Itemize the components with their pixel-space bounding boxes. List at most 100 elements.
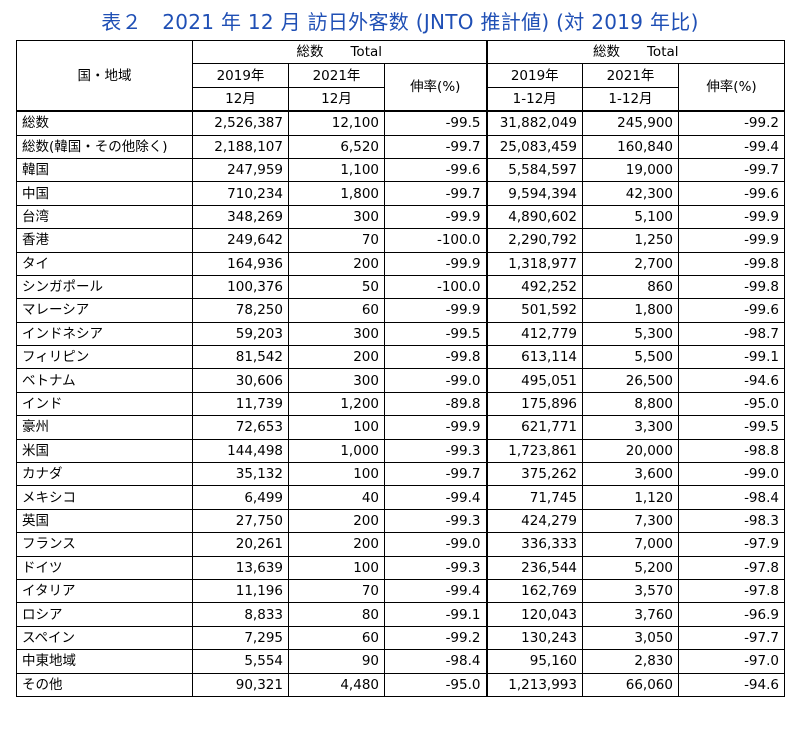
year-2021-cell: 2,700 — [582, 251, 679, 276]
region-name-cell: シンガポール — [16, 274, 193, 300]
region-name-cell: ドイツ — [16, 555, 193, 580]
year-2021-cell: 3,600 — [582, 462, 679, 487]
dec-2021-cell: 60 — [288, 298, 385, 323]
dec-growth-cell: -99.7 — [384, 181, 487, 206]
year-2019-cell: 130,243 — [485, 625, 583, 651]
table-row: ベトナム 30,606 300 -99.0 495,051 26,500 -94.6 — [16, 368, 785, 393]
region-name-cell: タイ — [16, 251, 193, 276]
dec-growth-cell: -99.5 — [384, 110, 487, 136]
dec-2019-cell: 81,542 — [192, 345, 289, 370]
annual-2019-header: 2019年 — [485, 63, 583, 88]
year-2021-cell: 2,830 — [582, 649, 679, 674]
region-name-cell: マレーシア — [16, 298, 193, 323]
year-2019-cell: 175,896 — [485, 391, 583, 417]
dec-2021-cell: 200 — [288, 251, 385, 276]
dec-growth-cell: -95.0 — [384, 672, 487, 697]
range-2019-label: 1-12月 — [485, 86, 583, 112]
region-name-cell: 香港 — [16, 228, 193, 253]
dec-2019-cell: 20,261 — [192, 532, 289, 557]
year-2019-cell: 492,252 — [485, 274, 583, 300]
dec-2019-cell: 247,959 — [192, 157, 289, 183]
table-row: 中東地域 5,554 90 -98.4 95,160 2,830 -97.0 — [16, 649, 785, 674]
table-row: フィリピン 81,542 200 -99.8 613,114 5,500 -99.1 — [16, 345, 785, 370]
year-growth-cell: -99.8 — [678, 274, 785, 300]
table-row: メキシコ 6,499 40 -99.4 71,745 1,120 -98.4 — [16, 485, 785, 510]
year-growth-cell: -94.6 — [678, 368, 785, 393]
dec-growth-cell: -99.3 — [384, 555, 487, 580]
dec-growth-cell: -99.9 — [384, 415, 487, 440]
dec-2019-cell: 710,234 — [192, 181, 289, 206]
dec-2021-cell: 70 — [288, 228, 385, 253]
monthly-2021-header: 2021年 — [288, 63, 385, 88]
year-2021-cell: 3,760 — [582, 602, 679, 627]
dec-growth-cell: -99.4 — [384, 485, 487, 510]
table-title: 表２ 2021 年 12 月 訪日外客数 (JNTO 推計値) (対 2019 … — [101, 10, 699, 34]
year-growth-cell: -97.0 — [678, 649, 785, 674]
year-growth-cell: -99.8 — [678, 251, 785, 276]
year-2021-cell: 5,100 — [582, 204, 679, 230]
dec-growth-cell: -100.0 — [384, 228, 487, 253]
dec-growth-cell: -99.9 — [384, 204, 487, 230]
year-growth-cell: -98.7 — [678, 321, 785, 347]
year-growth-cell: -98.4 — [678, 485, 785, 510]
table-row: 香港 249,642 70 -100.0 2,290,792 1,250 -99.9 — [16, 228, 785, 253]
year-2019-cell: 31,882,049 — [485, 110, 583, 136]
year-2019-cell: 1,213,993 — [485, 672, 583, 697]
year-2019-cell: 336,333 — [485, 532, 583, 557]
dec-2021-cell: 70 — [288, 578, 385, 604]
annual-total-header: 総数 Total — [485, 39, 785, 65]
dec-2021-cell: 200 — [288, 532, 385, 557]
dec-growth-cell: -99.5 — [384, 321, 487, 347]
year-2021-cell: 1,800 — [582, 298, 679, 323]
region-name-cell: 中国 — [16, 181, 193, 206]
dec-growth-cell: -99.7 — [384, 462, 487, 487]
dec-2019-cell: 8,833 — [192, 602, 289, 627]
dec-2021-cell: 40 — [288, 485, 385, 510]
year-2019-cell: 1,318,977 — [485, 251, 583, 276]
year-growth-cell: -99.6 — [678, 181, 785, 206]
dec-growth-cell: -99.3 — [384, 508, 487, 534]
region-name-cell: ロシア — [16, 602, 193, 627]
table-row: ドイツ 13,639 100 -99.3 236,544 5,200 -97.8 — [16, 555, 785, 580]
dec-2021-cell: 300 — [288, 204, 385, 230]
dec-2021-cell: 60 — [288, 625, 385, 651]
dec-2019-cell: 7,295 — [192, 625, 289, 651]
dec-growth-cell: -99.4 — [384, 578, 487, 604]
table-row: イタリア 11,196 70 -99.4 162,769 3,570 -97.8 — [16, 578, 785, 604]
year-2019-cell: 375,262 — [485, 462, 583, 487]
dec-2021-cell: 1,000 — [288, 438, 385, 464]
table-row: スペイン 7,295 60 -99.2 130,243 3,050 -97.7 — [16, 625, 785, 651]
year-2019-cell: 9,594,394 — [485, 181, 583, 206]
dec-2021-cell: 12,100 — [288, 110, 385, 136]
region-name-cell: 米国 — [16, 438, 193, 464]
year-growth-cell: -95.0 — [678, 391, 785, 417]
dec-2021-cell: 200 — [288, 345, 385, 370]
table-row: 中国 710,234 1,800 -99.7 9,594,394 42,300 -99.6 — [16, 181, 785, 206]
region-name-cell: フランス — [16, 532, 193, 557]
dec-2021-cell: 200 — [288, 508, 385, 534]
region-name-cell: 英国 — [16, 508, 193, 534]
year-growth-cell: -97.8 — [678, 578, 785, 604]
year-growth-cell: -99.4 — [678, 134, 785, 159]
year-growth-cell: -97.8 — [678, 555, 785, 580]
dec-2021-cell: 1,200 — [288, 391, 385, 417]
dec-2021-cell: 80 — [288, 602, 385, 627]
year-2021-cell: 8,800 — [582, 391, 679, 417]
year-2019-cell: 424,279 — [485, 508, 583, 534]
year-2019-cell: 613,114 — [485, 345, 583, 370]
year-2021-cell: 160,840 — [582, 134, 679, 159]
region-name-cell: インドネシア — [16, 321, 193, 347]
dec-growth-cell: -98.4 — [384, 649, 487, 674]
table-row: 米国 144,498 1,000 -99.3 1,723,861 20,000 -98.8 — [16, 438, 785, 464]
region-name-cell: 総数(韓国・その他除く) — [16, 134, 193, 159]
dec-2021-cell: 1,100 — [288, 157, 385, 183]
year-2019-cell: 162,769 — [485, 578, 583, 604]
year-2019-cell: 71,745 — [485, 485, 583, 510]
dec-2019-cell: 2,188,107 — [192, 134, 289, 159]
year-2021-cell: 26,500 — [582, 368, 679, 393]
region-header: 国・地域 — [16, 40, 193, 112]
year-2021-cell: 3,050 — [582, 625, 679, 651]
dec-2019-cell: 11,196 — [192, 578, 289, 604]
dec-2019-cell: 2,526,387 — [192, 110, 289, 136]
range-2021-label: 1-12月 — [582, 86, 679, 112]
